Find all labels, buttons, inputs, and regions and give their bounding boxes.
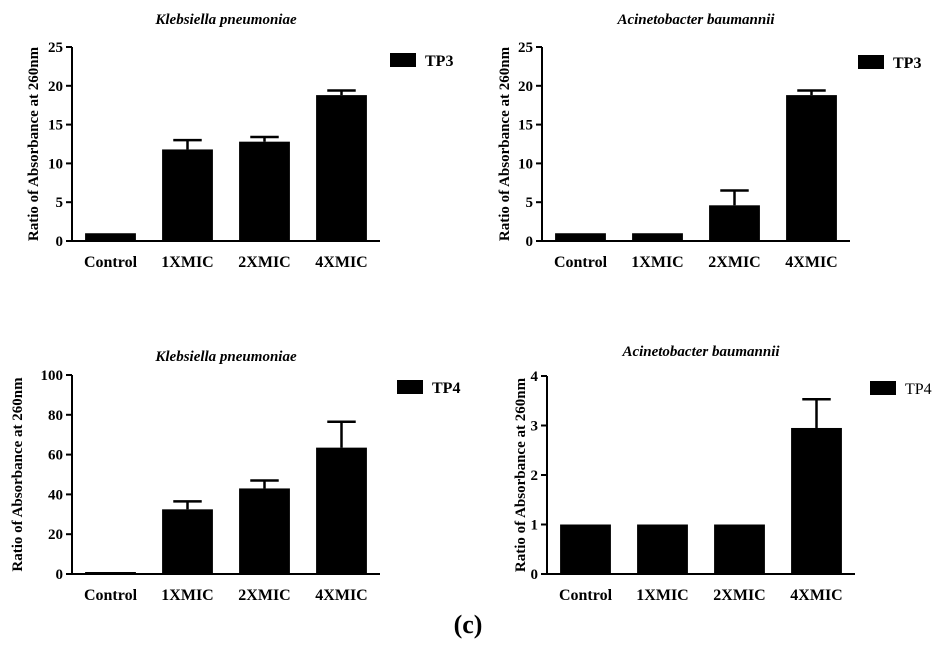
legend-label: TP3: [893, 55, 921, 72]
x-tick-label: 4XMIC: [785, 254, 837, 271]
y-tick-label: 1: [531, 518, 539, 534]
y-tick-label: 25: [48, 40, 63, 56]
y-tick-label: 0: [531, 567, 539, 583]
y-axis-label: Ratio of Absorbance at 260nm: [497, 46, 513, 241]
x-tick-label: 1XMIC: [161, 254, 213, 271]
x-tick-label: 2XMIC: [708, 254, 760, 271]
y-tick-label: 5: [526, 195, 534, 211]
y-tick-label: 15: [518, 118, 533, 134]
y-tick-label: 3: [531, 419, 539, 435]
y-tick-label: 0: [56, 234, 64, 250]
x-tick-label: 2XMIC: [238, 254, 290, 271]
bar-control: [555, 233, 606, 241]
chart-title: Acinetobacter baumannii: [621, 344, 780, 360]
y-tick-label: 15: [48, 118, 63, 134]
bar-2xmic: [714, 524, 765, 574]
legend-label: TP4: [905, 381, 932, 398]
y-tick-label: 10: [48, 156, 63, 172]
legend-label: TP4: [432, 380, 460, 397]
bar-4xmic: [316, 95, 367, 241]
bar-1xmic: [637, 524, 688, 574]
bar-control: [560, 524, 611, 574]
legend-swatch: [397, 380, 423, 394]
bar-1xmic: [632, 233, 683, 241]
x-tick-label: Control: [84, 254, 138, 271]
x-tick-label: Control: [84, 587, 138, 604]
chart-title: Klebsiella pneumoniae: [154, 12, 297, 28]
x-tick-label: 4XMIC: [315, 254, 367, 271]
bar-1xmic: [162, 509, 213, 574]
y-tick-label: 25: [518, 40, 533, 56]
x-tick-label: 4XMIC: [315, 587, 367, 604]
y-tick-label: 20: [48, 527, 63, 543]
y-tick-label: 4: [531, 369, 539, 385]
x-tick-label: Control: [559, 587, 613, 604]
panel-label: (c): [453, 610, 483, 639]
bar-4xmic: [316, 447, 367, 574]
y-tick-label: 5: [56, 195, 64, 211]
x-tick-label: 1XMIC: [636, 587, 688, 604]
bar-4xmic: [791, 427, 842, 574]
y-tick-label: 0: [526, 234, 534, 250]
x-tick-label: 2XMIC: [238, 587, 290, 604]
y-tick-label: 40: [48, 487, 63, 503]
y-tick-label: 10: [518, 156, 533, 172]
bar-2xmic: [239, 141, 290, 241]
bar-2xmic: [239, 488, 290, 574]
bar-2xmic: [709, 205, 760, 241]
x-tick-label: 1XMIC: [631, 254, 683, 271]
y-tick-label: 20: [48, 79, 63, 95]
legend-swatch: [870, 381, 896, 395]
legend-swatch: [858, 55, 884, 69]
y-axis-label: Ratio of Absorbance at 260nm: [10, 377, 26, 572]
y-tick-label: 60: [48, 448, 63, 464]
legend-label: TP3: [425, 53, 453, 70]
bar-control: [85, 233, 136, 241]
chart-title: Klebsiella pneumoniae: [154, 349, 297, 365]
bar-4xmic: [786, 95, 837, 241]
y-tick-label: 2: [531, 468, 539, 484]
x-tick-label: 2XMIC: [713, 587, 765, 604]
bar-1xmic: [162, 149, 213, 241]
y-tick-label: 80: [48, 408, 63, 424]
y-tick-label: 20: [518, 79, 533, 95]
y-axis-label: Ratio of Absorbance at 260nm: [26, 46, 42, 241]
x-tick-label: 1XMIC: [161, 587, 213, 604]
y-tick-label: 100: [41, 368, 64, 384]
y-tick-label: 0: [56, 567, 64, 583]
legend-swatch: [390, 53, 416, 67]
chart-title: Acinetobacter baumannii: [616, 12, 775, 28]
x-tick-label: 4XMIC: [790, 587, 842, 604]
y-axis-label: Ratio of Absorbance at 260nm: [513, 377, 529, 572]
x-tick-label: Control: [554, 254, 608, 271]
